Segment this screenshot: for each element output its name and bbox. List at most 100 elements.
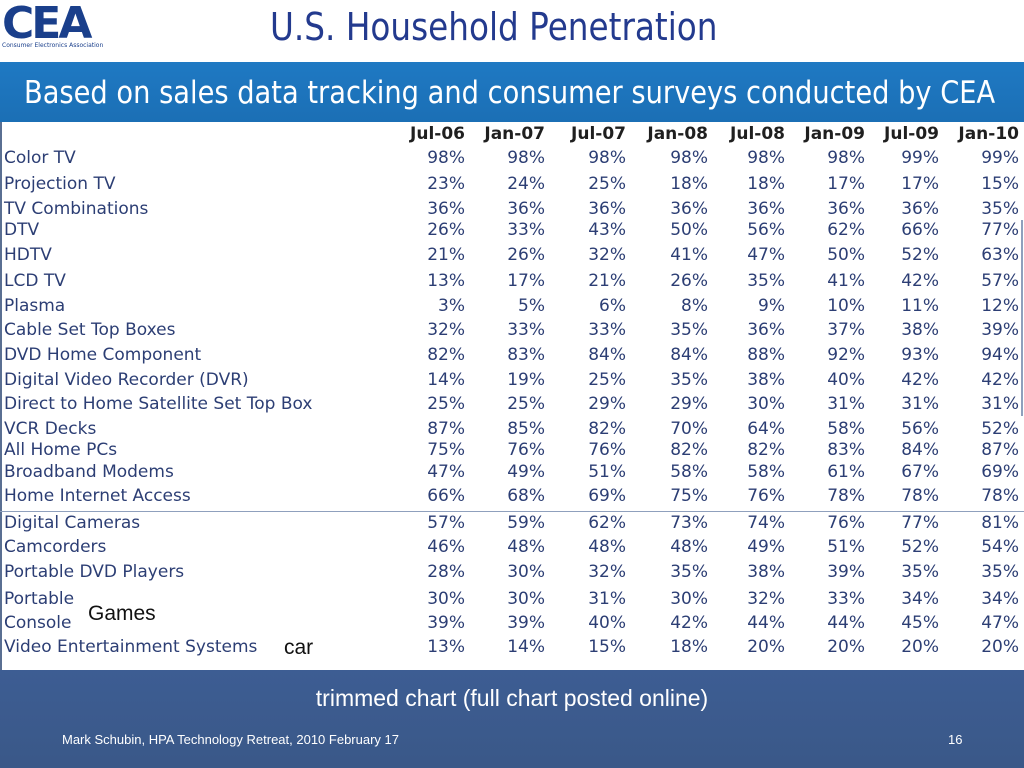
- table-cell: 83%: [507, 345, 545, 365]
- table-cell: 54%: [981, 537, 1019, 557]
- table-cell: 13%: [427, 637, 465, 657]
- table-cell: 75%: [427, 440, 465, 460]
- table-cell: 78%: [827, 486, 865, 506]
- table-row: LCD TV 13% 17% 21% 26% 35% 41% 42% 57%: [0, 271, 1024, 293]
- slide-footer: trimmed chart (full chart posted online)…: [0, 670, 1024, 768]
- table-cell: 35%: [670, 370, 708, 390]
- row-label: Color TV: [4, 148, 76, 168]
- cea-logo: CEA Consumer Electronics Association: [2, 0, 103, 52]
- table-cell: 44%: [827, 613, 865, 633]
- table-cell: 98%: [827, 148, 865, 168]
- banner-text: Based on sales data tracking and consume…: [24, 75, 996, 111]
- row-label: LCD TV: [4, 271, 66, 291]
- row-label: TV Combinations: [4, 199, 149, 219]
- table-cell: 32%: [588, 245, 626, 265]
- table-left-rule: [0, 122, 2, 670]
- table-cell: 47%: [747, 245, 785, 265]
- table-cell: 51%: [827, 537, 865, 557]
- table-cell: 98%: [507, 148, 545, 168]
- table-cell: 14%: [507, 637, 545, 657]
- table-cell: 57%: [981, 271, 1019, 291]
- table-cell: 61%: [827, 462, 865, 482]
- table-cell: 33%: [827, 589, 865, 609]
- footer-caption: trimmed chart (full chart posted online): [315, 685, 709, 711]
- row-label: Portable DVD Players: [4, 562, 185, 582]
- table-cell: 52%: [901, 245, 939, 265]
- table-cell: 78%: [901, 486, 939, 506]
- table-cell: 36%: [827, 199, 865, 219]
- table-cell: 56%: [747, 220, 785, 240]
- table-cell: 29%: [670, 394, 708, 414]
- table-cell: 24%: [507, 174, 545, 194]
- table-cell: 12%: [981, 296, 1019, 316]
- table-cell: 20%: [901, 637, 939, 657]
- table-row: Home Internet Access 66% 68% 69% 75% 76% 78% 78…: [0, 486, 1024, 508]
- table-cell: 11%: [901, 296, 939, 316]
- table-row: Digital Cameras 57% 59% 62% 73% 74% 76% 77% 81%: [0, 513, 1024, 535]
- table-cell: 50%: [670, 220, 708, 240]
- table-cell: 70%: [670, 419, 708, 439]
- table-cell: 35%: [901, 562, 939, 582]
- table-cell: 5%: [518, 296, 545, 316]
- table-cell: 84%: [901, 440, 939, 460]
- table-cell: 73%: [670, 513, 708, 533]
- table-row: Projection TV 23% 24% 25% 18% 18% 17% 17% 15%: [0, 174, 1024, 196]
- row-label: Portable: [4, 589, 75, 609]
- table-cell: 18%: [670, 174, 708, 194]
- table-cell: 26%: [670, 271, 708, 291]
- table-cell: 20%: [981, 637, 1019, 657]
- table-cell: 15%: [981, 174, 1019, 194]
- row-label: Direct to Home Satellite Set Top Box: [4, 394, 313, 414]
- row-label: Home Internet Access: [4, 486, 191, 506]
- table-cell: 63%: [981, 245, 1019, 265]
- table-row: DVD Home Component 82% 83% 84% 84% 88% 92% 93% 9…: [0, 345, 1024, 367]
- table-cell: 23%: [427, 174, 465, 194]
- table-cell: 83%: [827, 440, 865, 460]
- row-label: All Home PCs: [4, 440, 118, 460]
- table-cell: 38%: [747, 370, 785, 390]
- table-cell: 77%: [981, 220, 1019, 240]
- table-row: Console 39% 39% 40% 42% 44% 44% 45% 47%: [0, 613, 1024, 635]
- table-cell: 34%: [901, 589, 939, 609]
- page-number: 16: [948, 732, 963, 747]
- row-label: Cable Set Top Boxes: [4, 320, 176, 340]
- table-cell: 9%: [758, 296, 785, 316]
- row-label: Camcorders: [4, 537, 107, 557]
- table-cell: 25%: [427, 394, 465, 414]
- table-cell: 36%: [901, 199, 939, 219]
- footer-credit: Mark Schubin, HPA Technology Retreat, 20…: [62, 732, 399, 747]
- table-cell: 32%: [747, 589, 785, 609]
- table-cell: 8%: [681, 296, 708, 316]
- row-label: Projection TV: [4, 174, 116, 194]
- table-cell: 94%: [981, 345, 1019, 365]
- table-cell: 40%: [588, 613, 626, 633]
- table-cell: 19%: [507, 370, 545, 390]
- table-cell: 45%: [901, 613, 939, 633]
- table-cell: 58%: [670, 462, 708, 482]
- table-cell: 43%: [588, 220, 626, 240]
- table-cell: 92%: [827, 345, 865, 365]
- table-cell: 48%: [670, 537, 708, 557]
- row-label: DVD Home Component: [4, 345, 202, 365]
- table-cell: 47%: [427, 462, 465, 482]
- table-cell: 35%: [670, 320, 708, 340]
- table-cell: 38%: [747, 562, 785, 582]
- table-row: VCR Decks 87% 85% 82% 70% 64% 58% 56% 52%: [0, 419, 1024, 441]
- table-cell: 6%: [599, 296, 626, 316]
- table-cell: 25%: [588, 174, 626, 194]
- table-cell: 98%: [427, 148, 465, 168]
- table-cell: 66%: [901, 220, 939, 240]
- table-cell: 18%: [670, 637, 708, 657]
- table-cell: 57%: [427, 513, 465, 533]
- table-cell: 76%: [507, 440, 545, 460]
- table-cell: 3%: [438, 296, 465, 316]
- table-cell: 36%: [670, 199, 708, 219]
- table-cell: 31%: [981, 394, 1019, 414]
- table-cell: 37%: [827, 320, 865, 340]
- column-header: Jan-09: [804, 124, 865, 144]
- table-cell: 28%: [427, 562, 465, 582]
- table-cell: 32%: [427, 320, 465, 340]
- table-cell: 36%: [747, 320, 785, 340]
- table-cell: 25%: [507, 394, 545, 414]
- column-header: Jul-07: [571, 124, 626, 144]
